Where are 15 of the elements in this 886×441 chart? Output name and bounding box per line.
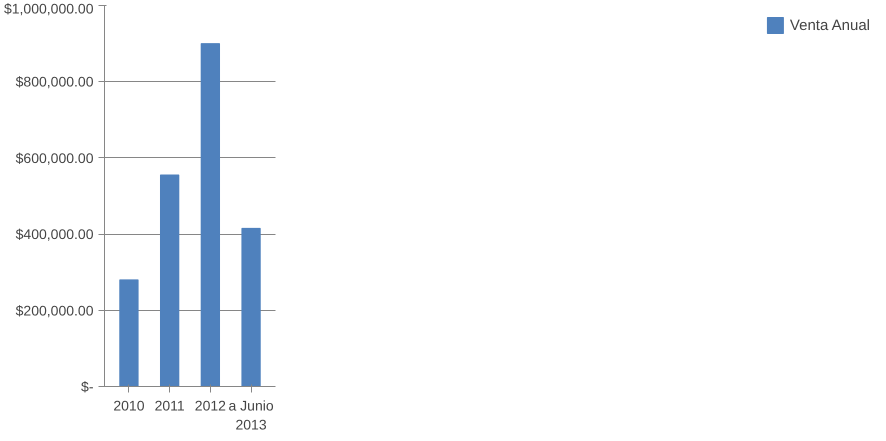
x-tick-label: 2012 bbox=[194, 398, 226, 414]
y-tick-label: $1,000,000.00 bbox=[4, 0, 94, 16]
bar bbox=[160, 174, 180, 386]
x-tick-label: 2010 bbox=[113, 398, 145, 414]
x-tick-label: 2011 bbox=[154, 398, 185, 414]
bar bbox=[119, 279, 139, 386]
x-tick-label: a Junio 2013 bbox=[228, 398, 274, 433]
y-tick-label: $800,000.00 bbox=[16, 74, 94, 90]
y-tick-label: $400,000.00 bbox=[16, 226, 94, 242]
bar bbox=[241, 228, 261, 386]
y-tick-label: $200,000.00 bbox=[16, 302, 94, 318]
y-tick-label: $- bbox=[81, 378, 94, 394]
bar bbox=[200, 43, 220, 386]
y-tick-label: $600,000.00 bbox=[16, 150, 94, 166]
legend-label: Venta Anual bbox=[790, 16, 870, 34]
